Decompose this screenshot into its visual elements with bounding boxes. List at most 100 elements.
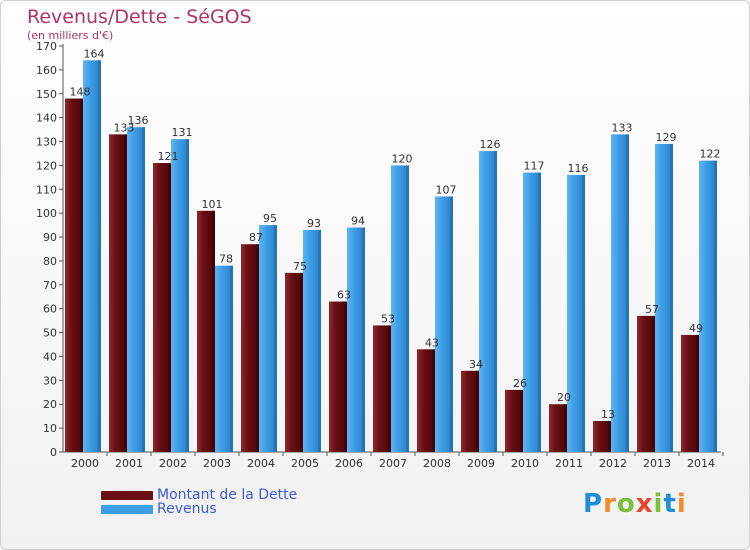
y-tick-label: 110 [36,183,57,196]
bar-debt-shade [388,325,391,452]
data-label-debt: 26 [513,377,527,390]
bar-debt [153,163,171,452]
x-tick-label: 2010 [511,457,539,470]
data-label-revenue: 126 [480,138,501,151]
bar-revenue [127,127,145,452]
bar-debt-shade [520,389,523,452]
data-label-revenue: 107 [436,183,457,196]
x-tick-label: 2009 [467,457,495,470]
chart-title: Revenus/Dette - SéGOS [27,6,252,28]
bar-debt-shade [256,244,259,452]
data-label-debt: 148 [70,86,91,99]
bar-revenue-shade [186,139,189,452]
y-tick-label: 130 [36,136,57,149]
data-label-debt: 75 [293,260,307,273]
y-tick-label: 120 [36,159,57,172]
chart-bars [65,60,717,453]
data-label-debt: 20 [557,391,571,404]
bar-debt-shade [476,370,479,452]
bar-revenue-shade [142,127,145,452]
data-label-debt: 101 [202,198,223,211]
bar-debt [285,272,303,452]
legend-swatch-revenue [101,504,153,514]
bar-revenue [215,265,233,452]
bar-debt [197,210,215,452]
bar-debt [681,334,699,452]
y-tick-label: 30 [43,374,57,387]
bar-debt [373,325,391,452]
bar-revenue [259,225,277,452]
bar-revenue-shade [98,60,101,453]
legend-label-debt: Montant de la Dette [157,487,298,503]
bar-revenue-shade [406,165,409,453]
bar-revenue-shade [714,160,717,452]
data-label-debt: 43 [425,336,439,349]
y-tick-label: 60 [43,303,57,316]
bar-debt [109,134,127,453]
data-label-revenue: 133 [612,121,633,134]
x-tick-label: 2003 [203,457,231,470]
bar-debt-shade [124,134,127,453]
bar-revenue [303,229,321,452]
x-tick-label: 2011 [555,457,583,470]
data-label-debt: 57 [645,303,659,316]
bar-revenue-shade [318,229,321,452]
bar-revenue-shade [450,196,453,452]
data-label-debt: 13 [601,408,615,421]
bar-debt-shade [608,420,611,452]
bar-debt [329,301,347,452]
y-tick-label: 170 [36,40,57,53]
bar-debt [593,420,611,452]
legend-label-revenue: Revenus [157,501,217,517]
x-tick-label: 2004 [247,457,275,470]
y-tick-label: 140 [36,112,57,125]
data-label-revenue: 93 [307,217,321,230]
data-label-debt: 53 [381,312,395,325]
bar-revenue [611,134,629,453]
data-label-revenue: 164 [84,47,105,60]
legend-item-debt: Montant de la Dette [101,488,297,502]
y-tick-label: 50 [43,327,57,340]
bar-revenue-shade [582,174,585,452]
bar-revenue [391,165,409,453]
x-tick-label: 2005 [291,457,319,470]
data-label-debt: 49 [689,322,703,335]
bar-debt [637,315,655,452]
logo-letter: P [583,489,604,519]
bar-debt-shade [80,98,83,453]
y-tick-label: 80 [43,255,57,268]
bar-debt-shade [652,315,655,452]
y-tick-label: 40 [43,350,57,363]
x-tick-label: 2008 [423,457,451,470]
logo-letter: t [663,489,677,519]
data-label-debt: 133 [114,121,135,134]
bar-revenue [171,139,189,452]
x-tick-label: 2012 [599,457,627,470]
bar-debt [241,244,259,452]
bar-revenue [83,60,101,453]
x-tick-label: 2006 [335,457,363,470]
data-label-revenue: 136 [128,114,149,127]
bar-debt-shade [212,210,215,452]
bar-revenue [655,143,673,452]
bar-revenue [347,227,365,452]
data-label-debt: 34 [469,358,483,371]
y-tick-label: 160 [36,64,57,77]
bar-debt [461,370,479,452]
bar-debt [505,389,523,452]
y-tick-label: 150 [36,88,57,101]
data-label-debt: 87 [249,231,263,244]
logo-letter: i [653,489,664,519]
bar-debt-shade [564,404,567,452]
y-tick-label: 0 [50,446,57,459]
bar-revenue-shade [538,172,541,452]
bar-revenue-shade [626,134,629,453]
chart-data-labels: 1481641331361211311017887957593639453120… [70,47,721,421]
y-tick-label: 10 [43,422,57,435]
chart-subtitle: (en milliers d'€) [27,29,114,42]
bar-revenue-shade [494,151,497,453]
data-label-revenue: 78 [219,253,233,266]
bar-revenue-shade [230,265,233,452]
bar-debt [417,349,435,452]
